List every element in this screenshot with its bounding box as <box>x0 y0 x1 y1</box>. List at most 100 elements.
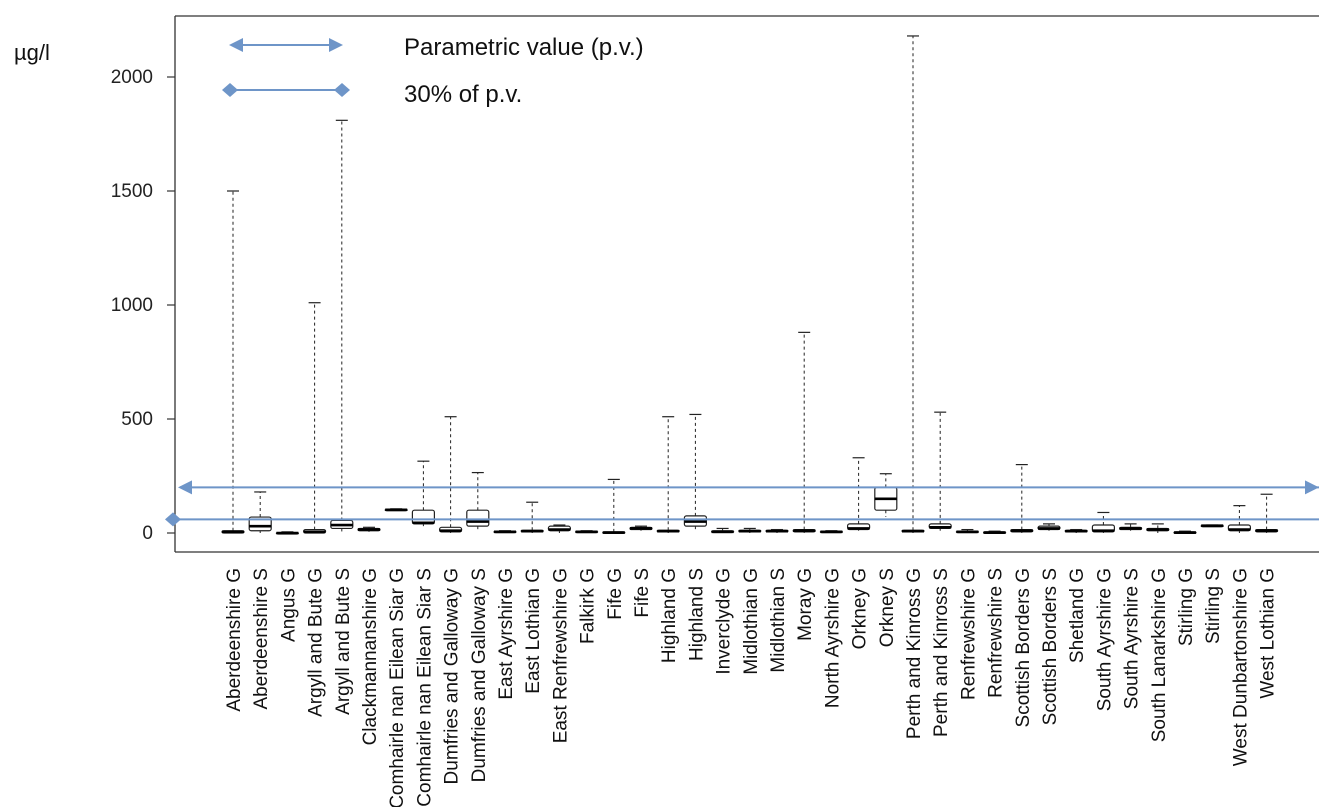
category-label: Highland S <box>686 568 707 661</box>
box-19 <box>738 527 762 533</box>
parametric-value-line <box>178 480 1319 495</box>
box-17 <box>683 413 708 531</box>
y-tick-label: 1000 <box>111 295 153 316</box>
box-18 <box>710 527 735 534</box>
category-label: Midlothian G <box>741 568 762 675</box>
box-13 <box>574 530 599 534</box>
box-4 <box>330 119 354 533</box>
category-label: Renfrewshire G <box>958 568 979 700</box>
category-label: Aberdeenshire G <box>224 568 245 712</box>
box-21 <box>792 331 816 533</box>
category-label: Scottish Borders S <box>1040 568 1061 725</box>
box-1 <box>248 491 272 533</box>
legend-label-pv: Parametric value (p.v.) <box>404 34 644 61</box>
legend: Parametric value (p.v.) 30% of p.v. <box>222 34 644 108</box>
category-label: Scottish Borders G <box>1013 568 1034 727</box>
category-label: Inverclyde G <box>714 568 735 675</box>
box-23 <box>846 457 871 531</box>
legend-item-pv: Parametric value (p.v.) <box>229 34 644 61</box>
box-37 <box>1227 505 1252 533</box>
y-tick-label: 1500 <box>111 181 153 202</box>
category-label: Perth and Kinross G <box>904 568 925 739</box>
legend-arrow-head-right <box>329 38 343 52</box>
legend-item-pv30: 30% of p.v. <box>222 81 522 108</box>
category-label: Argyll and Bute S <box>333 568 354 715</box>
category-label: Stirling S <box>1203 568 1224 644</box>
box-27 <box>955 528 980 534</box>
category-label: Angus G <box>278 568 299 642</box>
box-2 <box>275 531 299 535</box>
box-36 <box>1200 524 1224 528</box>
category-label: Comhairle nan Eilean Siar S <box>414 568 435 807</box>
legend-diamond-left <box>222 83 238 97</box>
box-29 <box>1010 464 1034 533</box>
category-label: East Renfrewshire G <box>550 568 571 743</box>
box-33 <box>1118 523 1143 531</box>
category-label: Aberdeenshire S <box>251 568 272 710</box>
box-12 <box>547 524 572 533</box>
category-label: Highland G <box>659 568 680 663</box>
box-28 <box>982 530 1007 534</box>
category-label: Dumfries and Galloway G <box>442 568 463 784</box>
category-label: West Dunbartonshire G <box>1230 568 1251 766</box>
category-label: Renfrewshire S <box>986 568 1007 698</box>
box-3 <box>303 302 327 534</box>
category-label: South Ayrshire G <box>1094 568 1115 711</box>
box-31 <box>1064 528 1088 533</box>
axes <box>174 15 1319 553</box>
box-15 <box>629 525 653 531</box>
category-label: Dumfries and Galloway S <box>469 568 490 782</box>
y-unit-label: µg/l <box>14 40 50 65</box>
category-label: Midlothian S <box>768 568 789 673</box>
box-series <box>221 35 1279 535</box>
box-6 <box>384 508 408 512</box>
box-0 <box>221 190 245 534</box>
category-label: Fife G <box>605 568 626 620</box>
category-label: Falkirk G <box>578 568 599 644</box>
category-label: South Lanarkshire G <box>1149 568 1170 742</box>
box-22 <box>819 530 844 534</box>
y-tick-label: 0 <box>142 523 153 544</box>
diamond-marker-left <box>165 512 181 527</box>
y-tick-label: 500 <box>121 409 153 430</box>
box-32 <box>1091 511 1116 533</box>
box-35 <box>1173 530 1197 534</box>
box-11 <box>520 501 544 533</box>
legend-diamond-right <box>334 83 350 97</box>
box-26 <box>928 411 952 531</box>
category-label: East Lothian G <box>523 568 544 694</box>
y-axis-ticks: 0 500 1000 1500 2000 <box>111 67 175 544</box>
box-25 <box>901 35 925 533</box>
category-label: Fife S <box>632 568 653 618</box>
arrow-head-left <box>178 480 192 495</box>
category-label: Orkney S <box>877 568 898 647</box>
category-label: East Ayrshire G <box>496 568 517 700</box>
box-20 <box>765 528 789 533</box>
category-label: South Ayrshire S <box>1122 568 1143 709</box>
category-label: Comhairle nan Eilean Siar G <box>387 568 408 807</box>
box-16 <box>656 416 680 533</box>
reference-lines <box>165 480 1319 527</box>
legend-arrow-head-left <box>229 38 243 52</box>
legend-label-pv30: 30% of p.v. <box>404 81 522 108</box>
box-9 <box>466 471 490 531</box>
category-label: Perth and Kinross S <box>931 568 952 737</box>
x-axis-labels: Aberdeenshire G Aberdeenshire S Angus G Arg… <box>224 568 1279 807</box>
box-24 <box>874 473 898 518</box>
category-label: West Lothian G <box>1258 568 1279 699</box>
category-label: Stirling G <box>1176 568 1197 646</box>
category-label: North Ayrshire G <box>822 568 843 708</box>
y-tick-label: 2000 <box>111 67 153 88</box>
box-30 <box>1037 523 1061 531</box>
category-label: Moray G <box>795 568 816 641</box>
box-34 <box>1146 523 1170 533</box>
box-10 <box>493 530 517 534</box>
thirty-percent-pv-line <box>165 512 1319 527</box>
arrow-head-right <box>1305 480 1319 495</box>
box-5 <box>357 526 381 532</box>
category-label: Clackmannanshire G <box>360 568 381 745</box>
category-label: Shetland G <box>1067 568 1088 663</box>
category-label: Argyll and Bute G <box>306 568 327 717</box>
box-8 <box>439 416 463 533</box>
